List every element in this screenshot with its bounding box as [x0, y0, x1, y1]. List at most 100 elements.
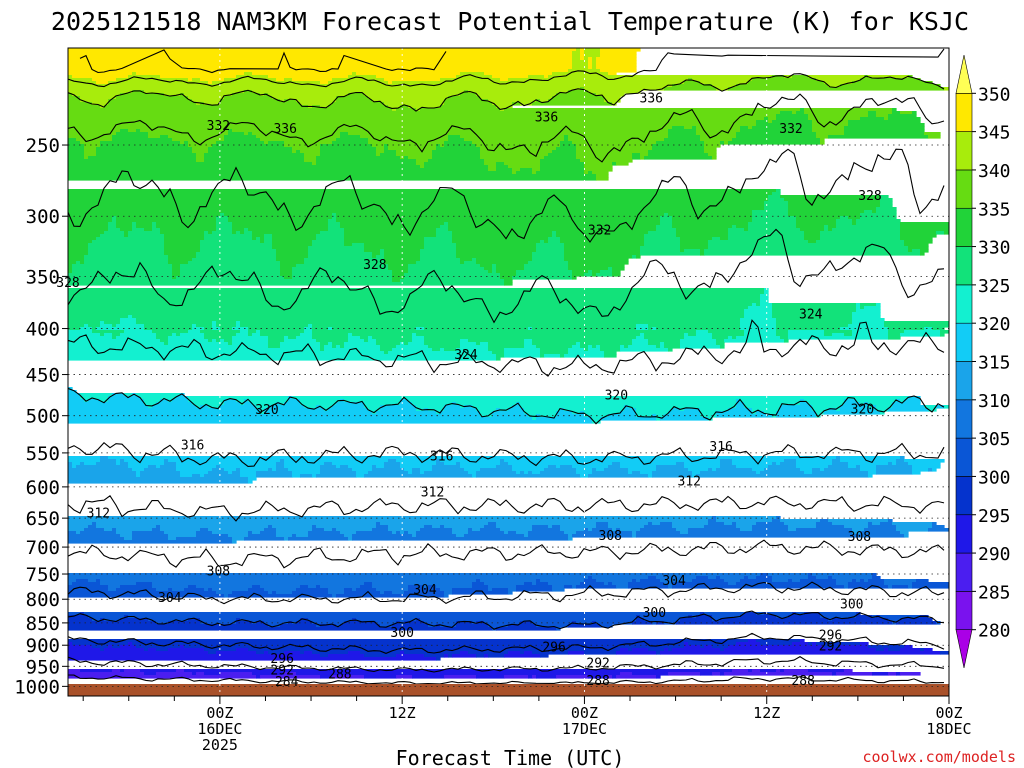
isentrope-300: [68, 610, 945, 630]
colorbar-label: 300: [978, 467, 1011, 488]
colorbar-label: 335: [978, 199, 1011, 220]
y-tick-label: 450: [26, 365, 60, 387]
contour-label: 332: [207, 119, 230, 134]
x-tick-label: 17DEC: [562, 720, 607, 738]
ground-layer: [68, 684, 949, 696]
isentrope-316: [68, 441, 945, 467]
isentrope-324: [68, 319, 945, 377]
colorbar: 350 345 340 335 330 325 320 315 310 305 300 295 290 2…: [955, 54, 1011, 669]
x-tick-label: 18DEC: [926, 720, 971, 738]
chart-title: 2025121518 NAM3KM Forecast Potential Tem…: [51, 7, 969, 36]
contour-label: 292: [819, 640, 842, 655]
isentrope-308: [68, 539, 945, 569]
colorbar-label: 280: [978, 621, 1011, 642]
isentrope-344: [68, 48, 945, 88]
colorbar-swatch: [955, 54, 973, 94]
contour-label: 292: [586, 656, 609, 671]
colorbar-label: 290: [978, 544, 1011, 565]
colorbar-swatch: [955, 246, 973, 286]
credit-text: coolwx.com/models: [862, 748, 1016, 766]
contour-label: 320: [255, 403, 278, 418]
y-tick-label: 1000: [14, 676, 60, 698]
colorbar-swatch: [955, 514, 973, 554]
y-axis: 2503003504004505005506006507007508008509…: [14, 135, 68, 698]
isentrope-348: [79, 49, 447, 74]
contour-label: 308: [599, 529, 622, 544]
contour-label: 316: [709, 440, 732, 455]
isentrope-328: [68, 228, 945, 324]
colorbar-label: 305: [978, 429, 1011, 450]
isentrope-340: [68, 73, 945, 112]
colorbar-label: 315: [978, 353, 1011, 374]
y-tick-label: 800: [26, 589, 60, 611]
contour-label: 308: [848, 530, 871, 545]
colorbar-label: 325: [978, 276, 1011, 297]
y-tick-label: 500: [26, 406, 60, 428]
colorbar-label: 345: [978, 123, 1011, 144]
x-tick-label: 00Z: [935, 704, 962, 722]
y-tick-label: 300: [26, 206, 60, 228]
contour-label: 296: [542, 640, 565, 655]
contour-label: 324: [799, 308, 823, 323]
contour-label: 312: [421, 486, 444, 501]
colorbar-label: 310: [978, 391, 1011, 412]
y-tick-label: 250: [26, 135, 60, 157]
contour-label: 304: [662, 574, 686, 589]
contour-label: 336: [535, 111, 558, 126]
contour-label: 288: [791, 674, 814, 689]
isentrope-292: [68, 656, 945, 673]
colorbar-label: 285: [978, 582, 1011, 603]
isentrope-296: [68, 632, 945, 654]
colorbar-swatch: [955, 361, 973, 401]
isentrope-336: [68, 93, 945, 163]
colorbar-label: 340: [978, 161, 1011, 182]
x-tick-label: 16DEC: [197, 720, 242, 738]
contour-label: 312: [87, 506, 110, 521]
colorbar-swatch: [955, 93, 973, 132]
isentrope-312: [68, 495, 945, 522]
contour-label: 296: [819, 629, 842, 644]
colorbar-label: 350: [978, 84, 1011, 105]
x-axis-label: Forecast Time (UTC): [396, 746, 625, 768]
x-tick-label: 12Z: [389, 704, 416, 722]
contour-label: 320: [851, 402, 874, 417]
contour-label: 288: [328, 667, 351, 682]
y-tick-label: 700: [26, 537, 60, 559]
x-tick-label: 2025: [202, 736, 238, 754]
contour-label: 332: [588, 223, 611, 238]
colorbar-swatch: [955, 284, 973, 324]
colorbar-swatch: [955, 437, 973, 477]
colorbar-label: 330: [978, 238, 1011, 259]
contour-label: 312: [678, 475, 701, 490]
contour-label: 316: [430, 449, 453, 464]
contour-label: 316: [181, 439, 204, 454]
contour-label: 336: [273, 122, 296, 137]
contour-label: 300: [390, 626, 413, 641]
colorbar-swatch: [955, 399, 973, 439]
y-tick-label: 650: [26, 508, 60, 530]
colorbar-label: 295: [978, 506, 1011, 527]
x-tick-label: 00Z: [206, 704, 233, 722]
x-tick-label: 00Z: [571, 704, 598, 722]
y-tick-label: 850: [26, 613, 60, 635]
ground-surface: [68, 684, 949, 696]
contour-label: 292: [270, 663, 293, 678]
colorbar-swatch: [955, 322, 973, 362]
contour-label: 300: [840, 598, 863, 613]
plot-frame: [67, 47, 950, 697]
contour-label: 336: [640, 92, 663, 107]
y-tick-label: 600: [26, 477, 60, 499]
colorbar-swatch: [955, 591, 973, 630]
colorbar-swatch: [955, 131, 973, 171]
isentrope-304: [68, 581, 945, 605]
x-tick-label: 12Z: [753, 704, 780, 722]
y-tick-label: 400: [26, 319, 60, 341]
contour-label: 300: [643, 606, 666, 621]
contour-label: 324: [454, 348, 478, 363]
contour-label: 296: [270, 652, 293, 667]
contour-label: 304: [158, 591, 182, 606]
contour-label: 288: [586, 674, 609, 689]
y-tick-label: 950: [26, 656, 60, 678]
contour-label: 320: [605, 389, 628, 404]
